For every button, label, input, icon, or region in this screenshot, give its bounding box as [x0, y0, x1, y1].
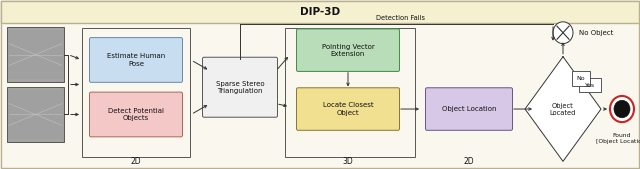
Text: DIP-3D: DIP-3D: [300, 7, 340, 17]
Circle shape: [610, 96, 634, 122]
FancyBboxPatch shape: [296, 88, 399, 130]
Text: Object
Located: Object Located: [550, 103, 576, 116]
Bar: [579, 78, 601, 92]
Text: Detection Fails: Detection Fails: [376, 15, 424, 21]
Text: Detect Potential
Objects: Detect Potential Objects: [108, 108, 164, 121]
FancyBboxPatch shape: [1, 1, 639, 23]
Text: Pointing Vector
Extension: Pointing Vector Extension: [322, 44, 374, 57]
FancyBboxPatch shape: [296, 29, 399, 71]
Text: Object Location: Object Location: [442, 106, 496, 112]
Bar: [572, 71, 590, 86]
Text: Locate Closest
Object: Locate Closest Object: [323, 102, 373, 116]
FancyBboxPatch shape: [202, 57, 278, 117]
Circle shape: [614, 100, 630, 118]
Text: 2D: 2D: [131, 157, 141, 166]
Circle shape: [553, 22, 573, 44]
Text: 3D: 3D: [342, 157, 353, 166]
Text: Sparse Stereo
Triangulation: Sparse Stereo Triangulation: [216, 81, 264, 94]
Bar: [7, 27, 64, 82]
Text: 2D: 2D: [464, 157, 474, 166]
Polygon shape: [525, 57, 601, 161]
FancyBboxPatch shape: [426, 88, 513, 130]
Text: No: No: [577, 76, 586, 81]
Text: Found
[Object Location]: Found [Object Location]: [596, 133, 640, 144]
Text: No Object: No Object: [579, 30, 613, 36]
Text: Yes: Yes: [585, 82, 595, 88]
Text: Estimate Human
Pose: Estimate Human Pose: [107, 53, 165, 67]
Bar: [7, 87, 64, 142]
FancyBboxPatch shape: [90, 92, 182, 137]
FancyBboxPatch shape: [90, 38, 182, 82]
